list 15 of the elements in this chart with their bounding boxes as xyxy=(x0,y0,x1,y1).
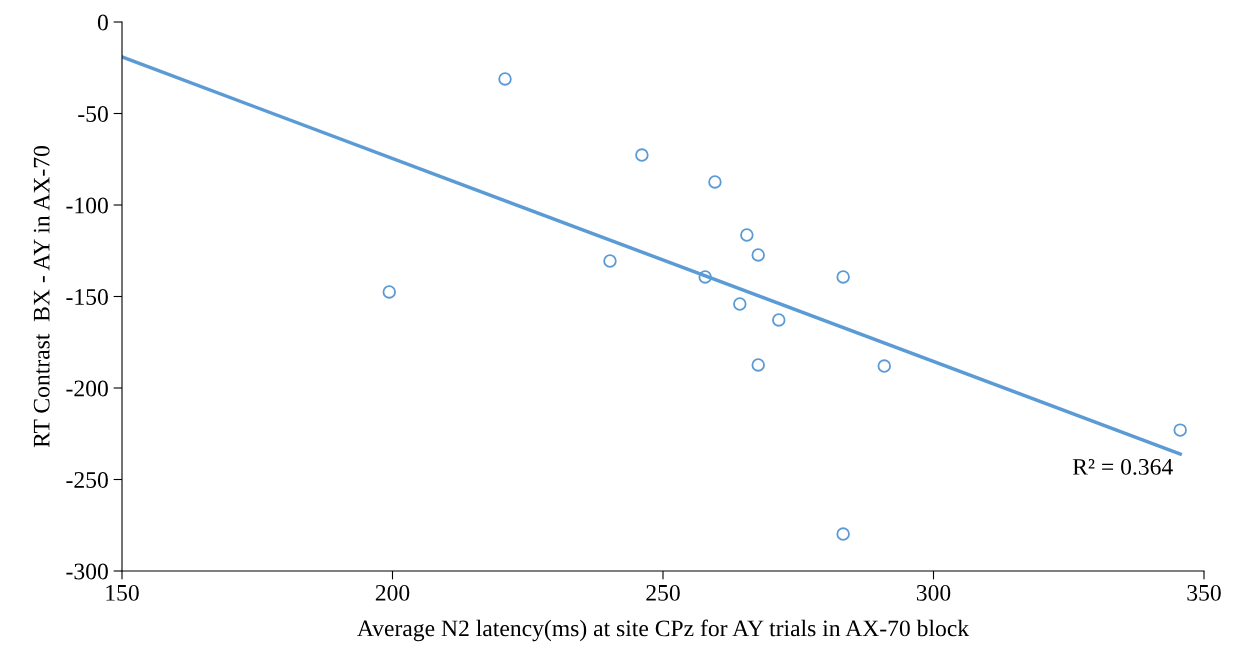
x-tick-label: 250 xyxy=(646,584,680,601)
y-axis-title: RT Contrast BX - AY in AX-70 xyxy=(33,146,50,448)
x-tick-label: 350 xyxy=(1187,584,1221,601)
y-tick-label: -200 xyxy=(66,380,108,397)
y-tick-label: -50 xyxy=(78,105,108,122)
x-tick-label: 150 xyxy=(106,584,139,601)
annotation: R² = 0.364 xyxy=(1072,458,1173,475)
y-tick-label: -300 xyxy=(66,563,108,580)
x-tick-label: 300 xyxy=(916,584,951,601)
y-tick-label: -100 xyxy=(66,197,108,214)
y-tick-label: 0 xyxy=(97,14,108,31)
y-tick-label: -250 xyxy=(66,471,108,488)
x-axis-title: Average N2 latency(ms) at site CPz for AY trials in AX-70 block xyxy=(357,619,970,642)
y-tick-label: -150 xyxy=(66,288,108,305)
x-tick-label: 200 xyxy=(375,584,410,601)
